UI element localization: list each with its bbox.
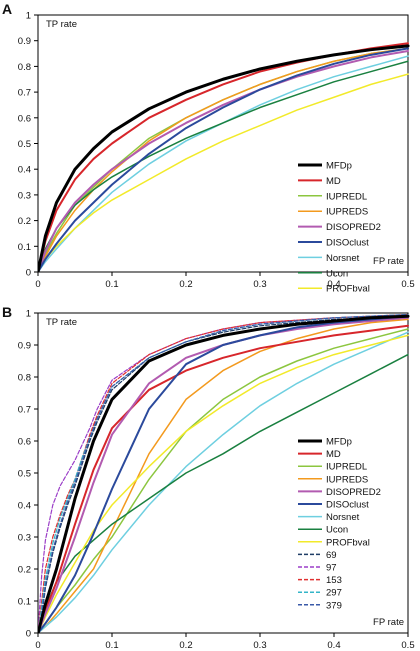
panel-b-series-md-line xyxy=(38,324,409,633)
panel-b-legend-label-iupreds: IUPREDS xyxy=(326,474,368,485)
panel-a-legend-label-mfdp: MFDp xyxy=(326,161,352,172)
panel-a-x-tick-label: 0.5 xyxy=(401,279,414,290)
panel-b-legend-label-ucon: Ucon xyxy=(326,525,348,536)
panel-b-y-tick-label: 0.8 xyxy=(18,373,31,384)
panel-b-y-tick-label: 1 xyxy=(26,309,31,320)
panel-a-y-tick-label: 0.7 xyxy=(18,88,31,99)
panel-b-y-tick-label: 0 xyxy=(26,629,31,640)
panel-a-y-axis-label: TP rate xyxy=(46,19,77,30)
panel-b-legend-label-69: 69 xyxy=(326,550,337,561)
panel-b-x-tick-label: 0.5 xyxy=(401,640,414,651)
panel-a-x-axis-label: FP rate xyxy=(373,256,404,267)
panel-a-x-tick-label: 0.2 xyxy=(179,279,192,290)
panel-b-legend-label-profbval: PROFbval xyxy=(326,537,370,548)
panel-a-legend-label-disopred2: DISOPRED2 xyxy=(326,222,381,233)
panel-b-legend-label-iupredl: IUPREDL xyxy=(326,462,367,473)
panel-b-legend-label-153: 153 xyxy=(326,575,342,586)
panel-a-y-tick-label: 0.5 xyxy=(18,139,31,150)
panel-a: A 0 0.1 0.2 0.3 0.4 0.5 0.6 0.7 0.8 0.9 1 0 0.1 0.2 0.3… xyxy=(2,1,415,295)
panel-b-y-tick-label: 0.9 xyxy=(18,341,31,352)
panel-b-y-tick-label: 0.2 xyxy=(18,565,31,576)
panel-b-x-tick-label: 0 xyxy=(35,640,40,651)
panel-b-series-disopred2-line xyxy=(38,316,409,633)
panel-b-legend-label-disoclust: DISOclust xyxy=(326,500,369,511)
panel-b-legend-label-md: MD xyxy=(326,449,341,460)
panel-b-y-tick-label: 0.6 xyxy=(18,437,31,448)
panel-b-series-69-line xyxy=(38,315,409,633)
panel-a-y-tick-label: 0.6 xyxy=(18,113,31,124)
panel-a-x-tick-label: 0.1 xyxy=(105,279,118,290)
panel-a-y-tick-label: 1 xyxy=(26,11,31,22)
panel-b-y-tick-label: 0.5 xyxy=(18,469,31,480)
panel-b-series-379-line xyxy=(38,314,409,633)
panel-a-y-tick-label: 0.1 xyxy=(18,242,31,253)
panel-a-y-tick-label: 0.9 xyxy=(18,36,31,47)
panel-a-x-tick-label: 0.3 xyxy=(253,279,266,290)
panel-b-y-tick-label: 0.1 xyxy=(18,597,31,608)
panel-b-series-profbval-line xyxy=(38,334,409,633)
panel-a-y-tick-label: 0.3 xyxy=(18,190,31,201)
panel-b-x-tick-label: 0.3 xyxy=(253,640,266,651)
panel-a-series-disopred2-line xyxy=(38,49,409,272)
panel-b-y-axis-label: TP rate xyxy=(46,317,77,328)
panel-a-legend-label-norsnet: Norsnet xyxy=(326,253,360,264)
panel-b-x-tick-label: 0.4 xyxy=(327,640,340,651)
panel-a-series-profbval-line xyxy=(38,73,409,272)
panel-a-x-tick-label: 0 xyxy=(35,279,40,290)
panel-b-letter: B xyxy=(2,304,12,320)
panel-b-legend-label-mfdp: MFDp xyxy=(326,437,352,448)
panel-a-y-tick-label: 0 xyxy=(26,268,31,279)
panel-a-y-tick-label: 0.8 xyxy=(18,62,31,73)
panel-b-y-tick-label: 0.3 xyxy=(18,533,31,544)
panel-a-series-disoclust-line xyxy=(38,47,409,272)
panel-b-series-mfdp-line xyxy=(38,314,410,633)
panel-b-series-iupreds-line xyxy=(38,318,409,633)
panel-a-legend-label-iupredl: IUPREDL xyxy=(326,191,367,202)
panel-a-y-tick-label: 0.4 xyxy=(18,165,31,176)
panel-a-series-norsnet-line xyxy=(38,55,409,272)
panel-b-x-axis-label: FP rate xyxy=(373,617,404,628)
panel-b-x-tick-label: 0.2 xyxy=(179,640,192,651)
panel-a-legend-label-iupreds: IUPREDS xyxy=(326,207,368,218)
panel-b-y-tick-label: 0.7 xyxy=(18,405,31,416)
panel-a-legend-label-md: MD xyxy=(326,176,341,187)
panel-b-y-tick-label: 0.4 xyxy=(18,501,31,512)
panel-a-legend-label-profbval: PROFbval xyxy=(326,284,370,295)
panel-b-plot-frame xyxy=(37,312,409,634)
panel-b-legend-label-379: 379 xyxy=(326,600,342,611)
panel-b-x-tick-label: 0.1 xyxy=(105,640,118,651)
panel-b-series-disoclust-line xyxy=(38,315,409,633)
panel-a-series-mfdp-line xyxy=(38,44,410,272)
panel-b-legend-label-97: 97 xyxy=(326,563,337,574)
panel-a-legend-label-disoclust: DISOclust xyxy=(326,238,369,249)
panel-a-legend-label-ucon: Ucon xyxy=(326,268,348,279)
panel-b-series-153-line xyxy=(38,314,409,633)
panel-a-y-tick-label: 0.2 xyxy=(18,216,31,227)
panel-a-series-iupreds-line xyxy=(38,47,409,272)
panel-b-legend-label-disopred2: DISOPRED2 xyxy=(326,487,381,498)
panel-b-legend-label-norsnet: Norsnet xyxy=(326,512,360,523)
panel-b-legend-label-297: 297 xyxy=(326,588,342,599)
panel-b: B 0 0.1 0.2 0.3 0.4 0.5 0.6 0.7 0.8 0.9 1 0 0.1 0.2 0.3… xyxy=(2,304,415,651)
panel-a-x-tick-label: 0.4 xyxy=(327,279,340,290)
panel-a-letter: A xyxy=(2,1,12,17)
